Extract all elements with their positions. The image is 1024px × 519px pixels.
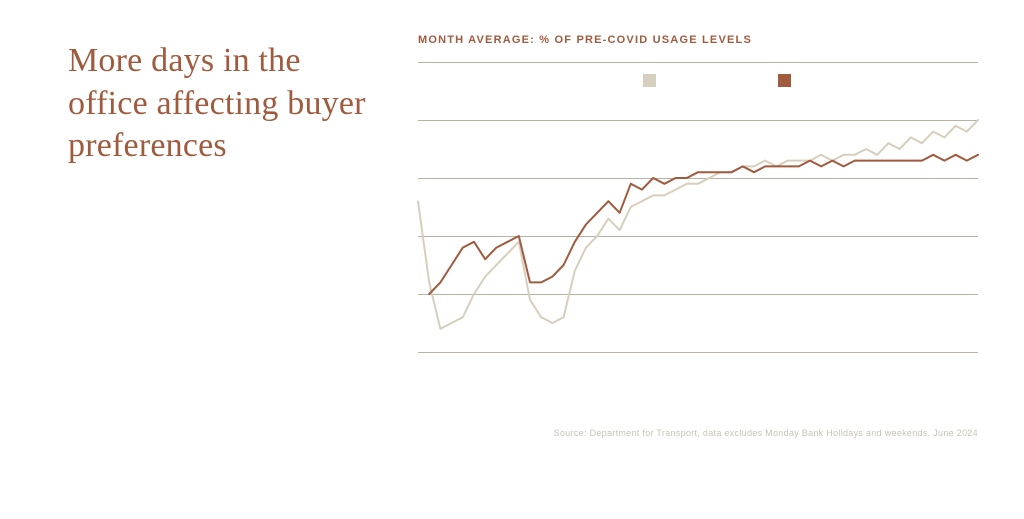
series-national_rail [418,120,978,329]
legend-swatch [778,74,791,87]
legend-item: National Rail [643,74,726,87]
legend-label: National Rail [664,74,726,86]
legend-label: TfL Tube [799,74,842,86]
source-note: Source: Department for Transport, data e… [418,428,978,438]
chart-title: MONTH AVERAGE: % OF PRE-COVID USAGE LEVE… [418,34,752,46]
legend-item: TfL Tube [778,74,842,87]
chart-container: National Rail TfL Tube [418,62,978,372]
page: More days in the office affecting buyer … [0,0,1024,519]
chart-lines-svg [418,62,978,352]
legend-swatch [643,74,656,87]
plot-area [418,62,978,352]
chart-legend: National Rail TfL Tube [418,68,978,92]
gridline [418,352,978,353]
series-tfl_tube [429,155,978,294]
headline: More days in the office affecting buyer … [68,40,368,168]
